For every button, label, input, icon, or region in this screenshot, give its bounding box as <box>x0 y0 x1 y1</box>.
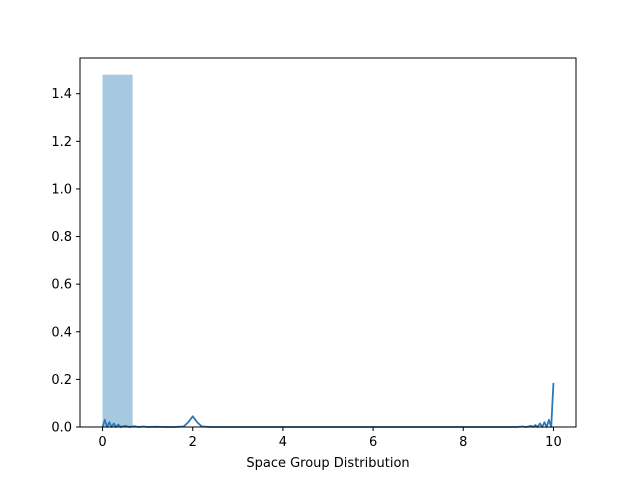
x-tick-label: 8 <box>459 435 467 450</box>
histogram-bar <box>102 74 133 427</box>
x-tick-label: 4 <box>279 435 287 450</box>
histogram-bars <box>102 74 133 427</box>
y-tick-label: 0.4 <box>51 325 72 340</box>
y-tick-label: 0.2 <box>51 373 72 388</box>
x-tick-label: 0 <box>98 435 106 450</box>
x-tick-label: 2 <box>189 435 197 450</box>
density-curve <box>101 382 555 428</box>
y-tick-label: 0.8 <box>51 230 72 245</box>
axes: 0 2 4 6 8 10 0.0 0.2 0.4 0.6 0.8 1.0 1.2 1.4 <box>51 57 577 450</box>
plot-frame <box>79 57 577 428</box>
y-tick-label: 0.6 <box>51 278 72 293</box>
y-tick-label: 0.0 <box>51 421 72 436</box>
y-tick-label: 1.4 <box>51 87 72 102</box>
x-tick-label: 6 <box>369 435 377 450</box>
x-tick-label: 10 <box>545 435 562 450</box>
y-tick-label: 1.2 <box>51 135 72 150</box>
x-axis-label: Space Group Distribution <box>246 456 409 471</box>
density-line <box>101 382 555 428</box>
y-tick-label: 1.0 <box>51 182 72 197</box>
